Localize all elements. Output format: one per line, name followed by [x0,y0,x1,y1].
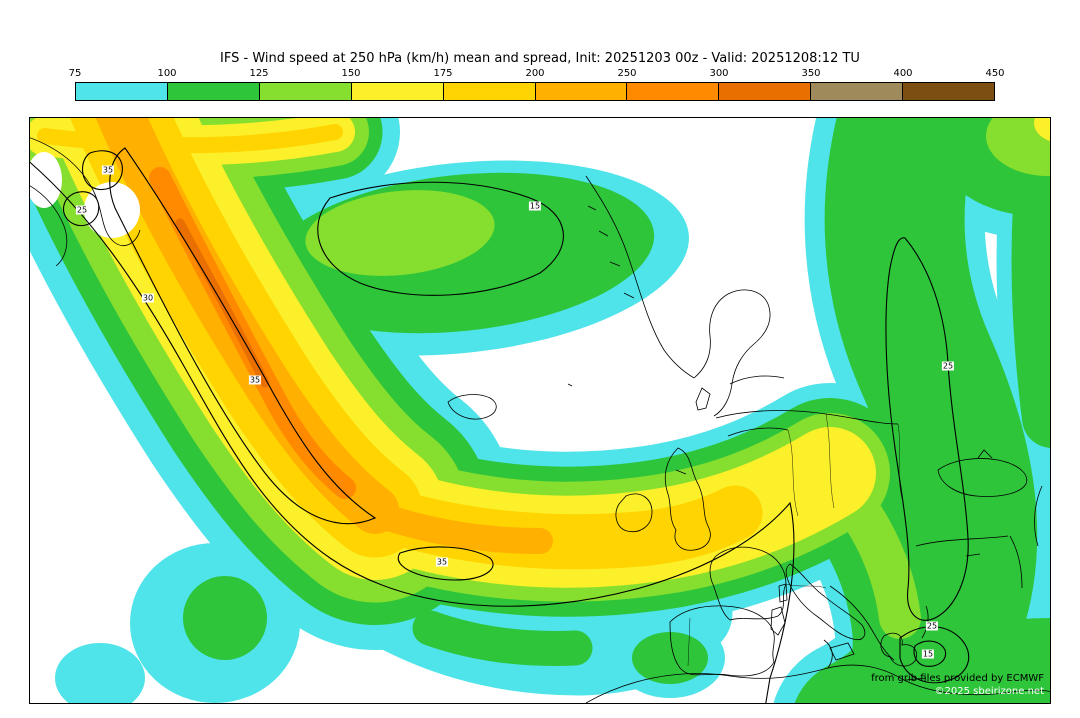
chart-title: IFS - Wind speed at 250 hPa (km/h) mean … [220,51,860,66]
greenland-coast [30,137,141,246]
contour-label: 15 [921,649,935,659]
france-coast [709,546,787,621]
contour-label: 30 [141,293,155,303]
denmark-coast [695,387,711,411]
colorbar-tick: 450 [985,68,1005,79]
attribution-copyright: ©2025 sbeirizone.net [934,686,1044,697]
colorbar-tick: 350 [801,68,821,79]
colorbar-tick: 175 [433,68,453,79]
north-africa-coast [585,664,1050,703]
great-britain-coast [664,447,711,551]
colorbar-scale [75,82,995,101]
colorbar: 75 100 125 150 175 200 250 300 350 400 450 [69,68,1005,101]
black-sea-coast [937,458,1028,497]
colorbar-tick: 100 [157,68,177,79]
colorbar-tick: 150 [341,68,361,79]
colorbar-tick: 200 [525,68,545,79]
attribution-ecmwf: from grib files provided by ECMWF [871,673,1044,684]
colorbar-segment [443,83,536,100]
colorbar-segment [76,83,168,100]
turkey-coast [915,535,1009,547]
adriatic-coast [829,585,895,661]
colorbar-tick: 125 [249,68,269,79]
map-attribution: from grib files provided by ECMWF ©2025 … [871,672,1044,698]
colorbar-tick: 250 [617,68,637,79]
italy-coast [785,563,866,641]
contour-label: 25 [925,621,939,631]
colorbar-segment [167,83,260,100]
wind-speed-fills [30,118,1050,703]
colorbar-segment [719,83,812,100]
coastlines-layer [30,137,1050,703]
contour-label: 35 [101,165,115,175]
low-wind-hole [30,152,62,208]
colorbar-tick: 75 [68,68,82,79]
colorbar-segment [811,83,904,100]
colorbar-tick: 300 [709,68,729,79]
contour-label: 25 [941,361,955,371]
colorbar-segment [627,83,720,100]
norway-coast [585,175,695,379]
iceland-coast [447,394,497,420]
wind-map-svg [30,118,1050,703]
map-canvas: from grib files provided by ECMWF ©2025 … [29,117,1051,704]
colorbar-segment [259,83,352,100]
colorbar-segment [535,83,628,100]
colorbar-segment [903,83,995,100]
contour-label: 15 [528,201,542,211]
contour-label: 35 [248,375,262,385]
colorbar-ticks: 75 100 125 150 175 200 250 300 350 400 450 [69,68,1005,82]
contour-label: 25 [75,205,89,215]
contour-label: 35 [435,557,449,567]
caspian-coast [1034,485,1043,547]
colorbar-segment [351,83,444,100]
iberia-coast [669,605,775,677]
baltic-coast [693,289,771,417]
ireland-coast [615,493,653,533]
colorbar-tick: 400 [893,68,913,79]
